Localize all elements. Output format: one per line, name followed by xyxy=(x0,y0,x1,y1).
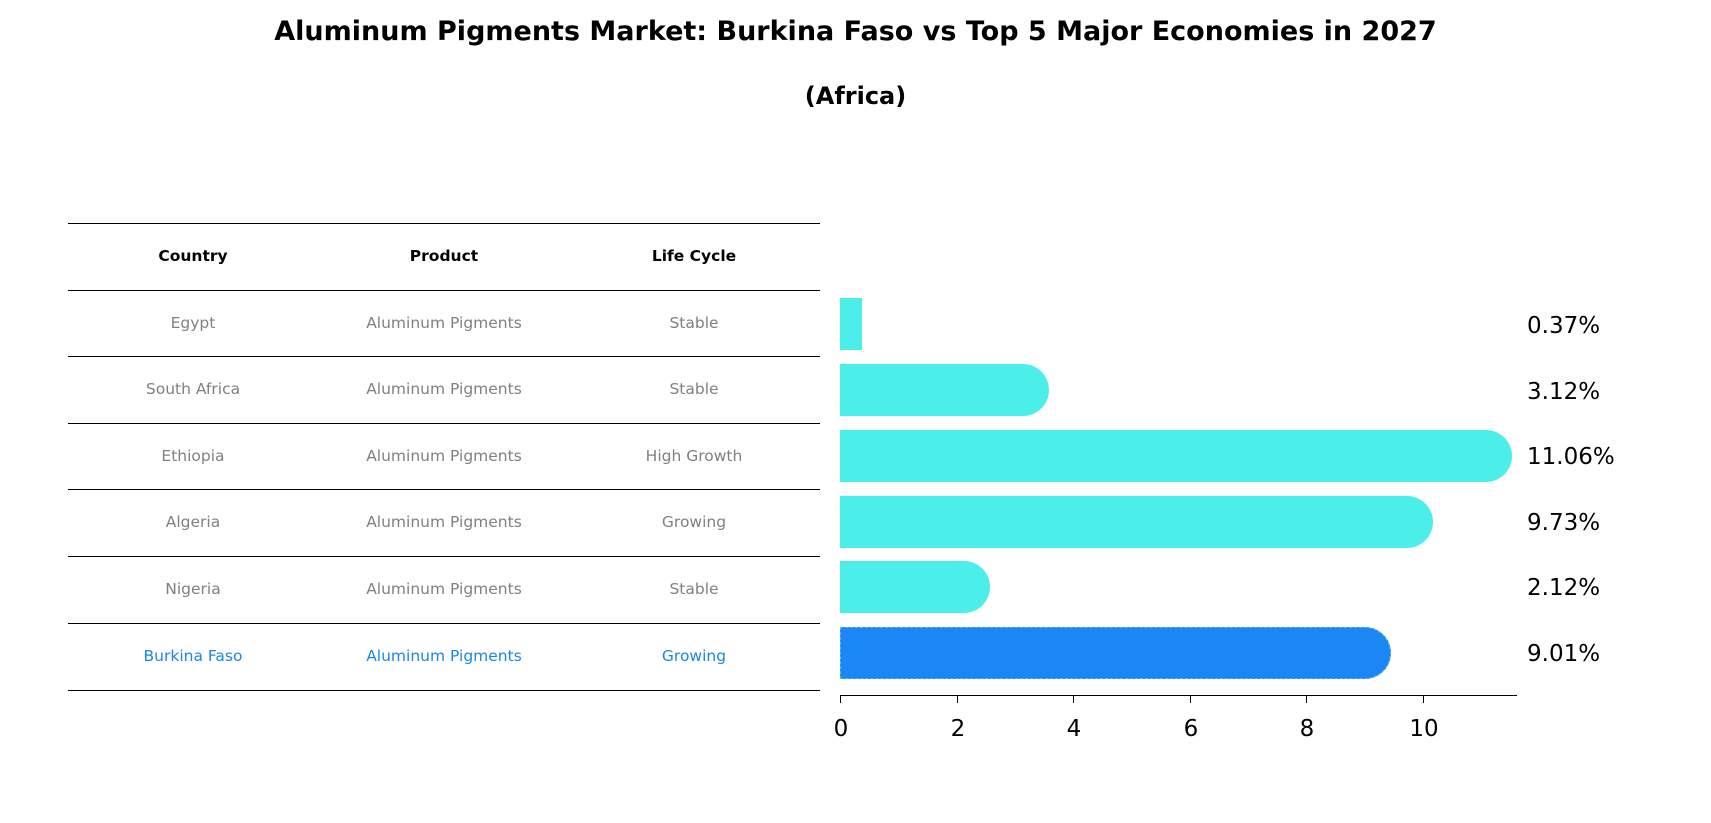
cell-product: Aluminum Pigments xyxy=(366,580,522,598)
header-product: Product xyxy=(409,247,479,265)
cell-product: Aluminum Pigments xyxy=(366,447,522,465)
cell-life-cycle: Growing xyxy=(661,513,727,531)
row-rule xyxy=(68,423,820,424)
header-life-cycle: Life Cycle xyxy=(651,247,737,265)
bar-south-africa xyxy=(840,364,1049,416)
cell-product: Aluminum Pigments xyxy=(366,314,522,332)
cell-product: Aluminum Pigments xyxy=(366,380,522,398)
value-label: 2.12% xyxy=(1527,575,1601,601)
value-label: 11.06% xyxy=(1527,444,1615,470)
x-tick xyxy=(1190,695,1191,703)
cell-product: Aluminum Pigments xyxy=(366,513,522,531)
x-tick-label: 0 xyxy=(833,716,849,742)
x-tick xyxy=(840,695,841,703)
row-rule xyxy=(68,623,820,624)
bar-burkina-faso xyxy=(840,627,1391,679)
cell-life-cycle: Stable xyxy=(669,380,719,398)
x-tick xyxy=(1423,695,1424,703)
cell-country: Nigeria xyxy=(165,580,221,598)
cell-life-cycle: Growing xyxy=(661,647,727,665)
x-tick-label: 6 xyxy=(1183,716,1199,742)
bar-egypt xyxy=(840,298,862,350)
chart-subtitle: (Africa) xyxy=(804,82,907,110)
value-label: 9.73% xyxy=(1527,510,1601,536)
row-rule xyxy=(68,356,820,357)
cell-life-cycle: Stable xyxy=(669,314,719,332)
cell-life-cycle: High Growth xyxy=(645,447,743,465)
cell-country: South Africa xyxy=(145,380,241,398)
header-rule xyxy=(68,290,820,291)
cell-country: Egypt xyxy=(170,314,216,332)
cell-product: Aluminum Pigments xyxy=(366,647,522,665)
header-country: Country xyxy=(158,247,228,265)
table-bottom-rule xyxy=(68,690,820,691)
value-label: 3.12% xyxy=(1527,379,1601,405)
cell-country: Ethiopia xyxy=(161,447,225,465)
bar-nigeria xyxy=(840,561,990,613)
x-tick xyxy=(957,695,958,703)
row-rule xyxy=(68,489,820,490)
value-label: 9.01% xyxy=(1527,641,1601,667)
chart-title: Aluminum Pigments Market: Burkina Faso v… xyxy=(274,16,1437,47)
x-tick-label: 2 xyxy=(950,716,966,742)
row-rule xyxy=(68,556,820,557)
x-tick-label: 8 xyxy=(1299,716,1315,742)
x-tick-label: 4 xyxy=(1066,716,1082,742)
bar-algeria xyxy=(840,496,1433,548)
cell-country: Algeria xyxy=(165,513,221,531)
table-top-rule xyxy=(68,223,820,224)
cell-country: Burkina Faso xyxy=(143,647,243,665)
value-label: 0.37% xyxy=(1527,313,1601,339)
x-axis-line xyxy=(840,695,1517,696)
cell-life-cycle: Stable xyxy=(669,580,719,598)
x-tick xyxy=(1073,695,1074,703)
x-tick xyxy=(1306,695,1307,703)
bar-ethiopia xyxy=(840,430,1512,482)
x-tick-label: 10 xyxy=(1409,716,1439,742)
